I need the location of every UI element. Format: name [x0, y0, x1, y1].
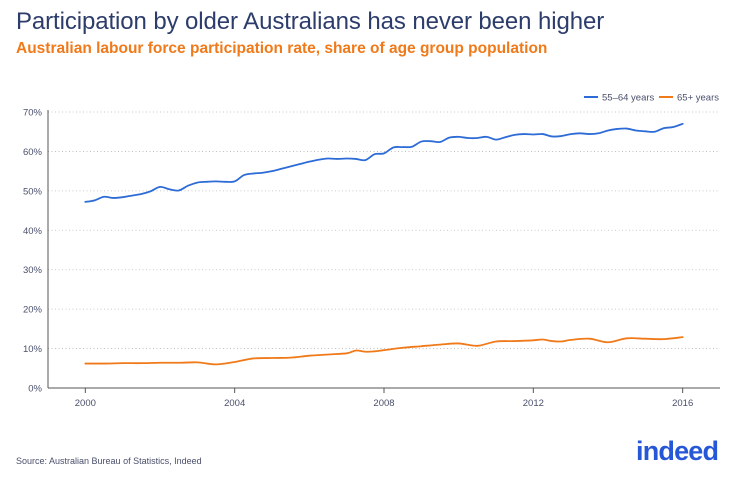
series-line-65-plus	[84, 336, 684, 366]
chart-subtitle: Australian labour force participation ra…	[16, 40, 548, 57]
y-tick-label: 60%	[23, 147, 43, 158]
y-tick-label: 50%	[23, 186, 43, 197]
legend-item-65-plus-label: 65+ years	[677, 93, 719, 104]
indeed-logo: indeed	[636, 436, 719, 466]
y-tick-label: 30%	[23, 265, 43, 276]
x-tick-label: 2012	[523, 398, 544, 409]
x-tick-label: 2008	[373, 398, 394, 409]
series-line-55-64	[84, 122, 684, 203]
y-tick-label: 70%	[23, 108, 43, 119]
legend-item-55-64-label: 55–64 years	[602, 93, 655, 104]
source-note: Source: Australian Bureau of Statistics,…	[16, 456, 202, 466]
y-tick-label: 10%	[23, 344, 43, 355]
y-tick-label: 0%	[28, 384, 42, 395]
y-tick-label: 20%	[23, 305, 43, 316]
x-tick-label: 2004	[224, 398, 245, 409]
y-tick-label: 40%	[23, 226, 43, 237]
x-tick-label: 2000	[75, 398, 96, 409]
chart-title: Participation by older Australians has n…	[16, 8, 605, 35]
x-tick-label: 2016	[672, 398, 693, 409]
